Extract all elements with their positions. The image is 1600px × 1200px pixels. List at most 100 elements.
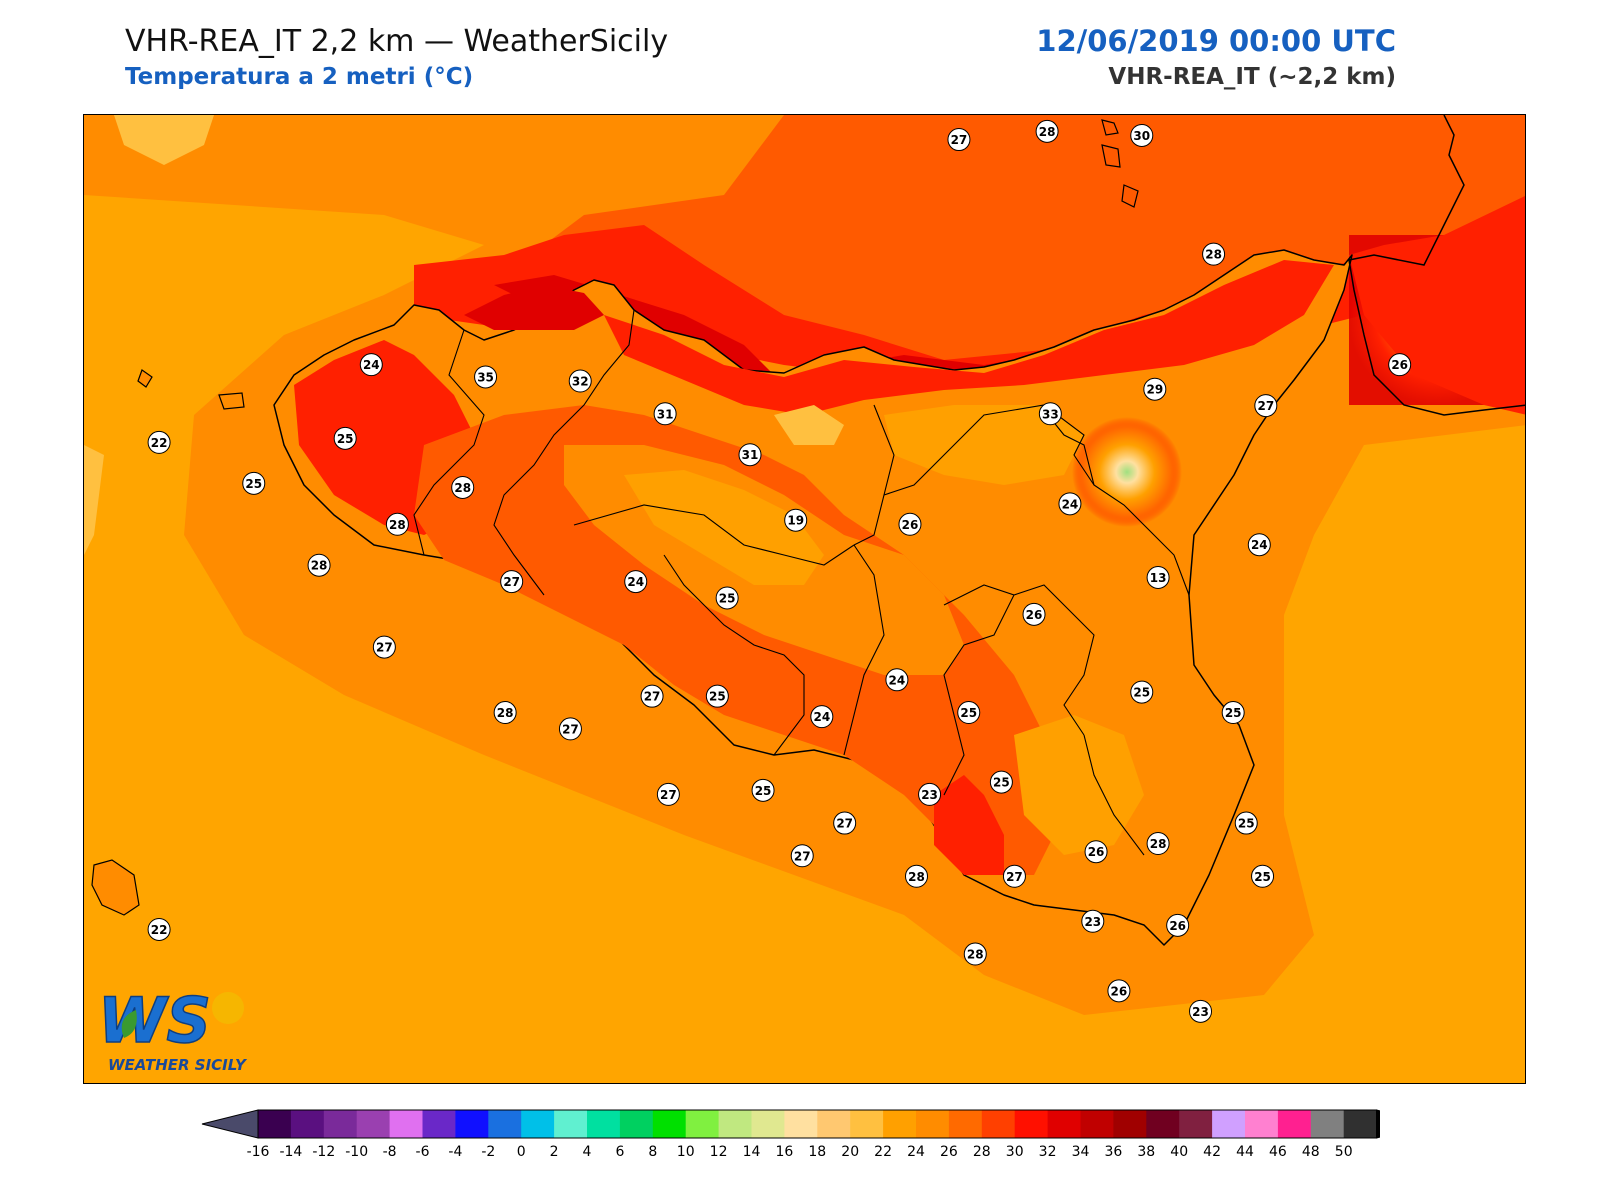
- colorbar-swatch: [1080, 1110, 1114, 1138]
- calabria-hot-strip: [1349, 195, 1525, 415]
- station-value: 13: [1150, 571, 1167, 585]
- station-label: 25: [957, 701, 981, 725]
- station-marker: [147, 430, 171, 454]
- colorbar-tick-label: 28: [973, 1144, 991, 1160]
- station-value: 24: [813, 710, 830, 724]
- station-value: 28: [908, 870, 925, 884]
- station-value: 28: [454, 481, 471, 495]
- station-label: 22: [147, 430, 171, 454]
- station-label: 26: [1388, 353, 1412, 377]
- colorbar-swatch: [784, 1110, 818, 1138]
- station-marker: [1058, 492, 1082, 516]
- colorbar-tick-label: 24: [907, 1144, 925, 1160]
- station-marker: [1388, 353, 1412, 377]
- station-value: 22: [151, 923, 168, 937]
- station-marker: [653, 402, 677, 426]
- logo-mark: WS: [98, 984, 211, 1057]
- colorbar-swatch: [883, 1110, 917, 1138]
- station-label: 25: [751, 778, 775, 802]
- colorbar-swatch: [1343, 1110, 1378, 1138]
- station-marker: [624, 570, 648, 594]
- station-value: 27: [1257, 399, 1274, 413]
- station-label: 27: [790, 844, 814, 868]
- station-marker: [898, 512, 922, 536]
- station-label: 28: [1202, 242, 1226, 266]
- station-label: 27: [640, 684, 664, 708]
- station-marker: [1002, 864, 1026, 888]
- colorbar-tick-label: 26: [940, 1144, 958, 1160]
- station-value: 35: [477, 370, 494, 384]
- ustica-island: [1101, 119, 1119, 136]
- station-label: 22: [147, 917, 171, 941]
- station-value: 25: [245, 477, 262, 491]
- colorbar-tick-label: 12: [710, 1144, 728, 1160]
- station-label: 33: [1038, 402, 1062, 426]
- station-marker: [147, 917, 171, 941]
- station-marker: [307, 553, 331, 577]
- station-value: 27: [376, 641, 393, 655]
- colorbar-swatch: [323, 1110, 358, 1138]
- station-label: 28: [307, 553, 331, 577]
- colorbar-tick-label: 16: [775, 1144, 793, 1160]
- station-marker: [474, 365, 498, 389]
- station-value: 28: [1150, 837, 1167, 851]
- colorbar-tick-label: 38: [1137, 1144, 1155, 1160]
- colorbar-swatch: [258, 1110, 292, 1138]
- map-datetime: 12/06/2019 00:00 UTC: [1036, 24, 1396, 58]
- station-label: 24: [1247, 533, 1271, 557]
- station-value: 26: [1026, 608, 1043, 622]
- colorbar-tick-label: 18: [808, 1144, 826, 1160]
- colorbar-tick-label: -6: [416, 1144, 430, 1160]
- station-label: 25: [1234, 811, 1258, 835]
- colorbar-tick-label: 6: [615, 1144, 624, 1160]
- colorbar-swatch: [1014, 1110, 1049, 1138]
- station-value: 31: [657, 407, 674, 421]
- favignana-island: [218, 392, 245, 410]
- logo-leaf-icon: [121, 1010, 137, 1038]
- station-label: 28: [905, 864, 928, 888]
- colorbar-tick-label: 20: [841, 1144, 859, 1160]
- station-label: 24: [810, 705, 834, 729]
- station-value: 25: [709, 690, 726, 704]
- station-value: 30: [1133, 129, 1150, 143]
- station-value: 28: [1039, 125, 1056, 139]
- colorbar-swatch: [751, 1110, 785, 1138]
- colorbar-swatch: [1212, 1110, 1246, 1138]
- station-label: 31: [738, 443, 762, 467]
- vulcano-island: [1121, 184, 1139, 208]
- station-label: 26: [1022, 602, 1046, 626]
- colorbar-swatch: [587, 1110, 621, 1138]
- colorbar-tick-label: -4: [448, 1144, 462, 1160]
- station-value: 28: [497, 706, 514, 720]
- station-marker: [833, 811, 857, 835]
- station-value: 27: [660, 788, 677, 802]
- south-east-hot: [934, 775, 1004, 875]
- calabria-coastline: [1348, 115, 1525, 416]
- colorbar-tick-label: -14: [279, 1144, 302, 1160]
- station-label: 23: [918, 782, 942, 806]
- station-marker: [1130, 123, 1154, 147]
- station-label: 25: [989, 770, 1013, 794]
- station-label: 27: [1002, 864, 1026, 888]
- station-label: 24: [885, 668, 909, 692]
- station-marker: [705, 684, 729, 708]
- colorbar-tick-label: 2: [550, 1144, 559, 1160]
- station-label: 23: [1189, 999, 1213, 1023]
- station-marker: [715, 586, 739, 610]
- station-marker: [451, 475, 475, 499]
- station-marker: [1166, 913, 1190, 937]
- station-marker: [905, 864, 928, 888]
- colorbar-tick-label: 48: [1302, 1144, 1320, 1160]
- station-label: 25: [715, 586, 739, 610]
- station-marker: [1084, 840, 1108, 864]
- station-marker: [1107, 979, 1131, 1003]
- north-coast-land-hot: [604, 260, 1334, 415]
- station-value: 27: [644, 690, 661, 704]
- colorbar-tick-label: 10: [677, 1144, 695, 1160]
- station-marker: [738, 443, 762, 467]
- colorbar-tick-label: 0: [517, 1144, 526, 1160]
- station-marker: [1247, 533, 1271, 557]
- station-value: 25: [719, 591, 736, 605]
- madonie-cool-spot: [774, 405, 844, 445]
- province-borders: [413, 309, 1190, 856]
